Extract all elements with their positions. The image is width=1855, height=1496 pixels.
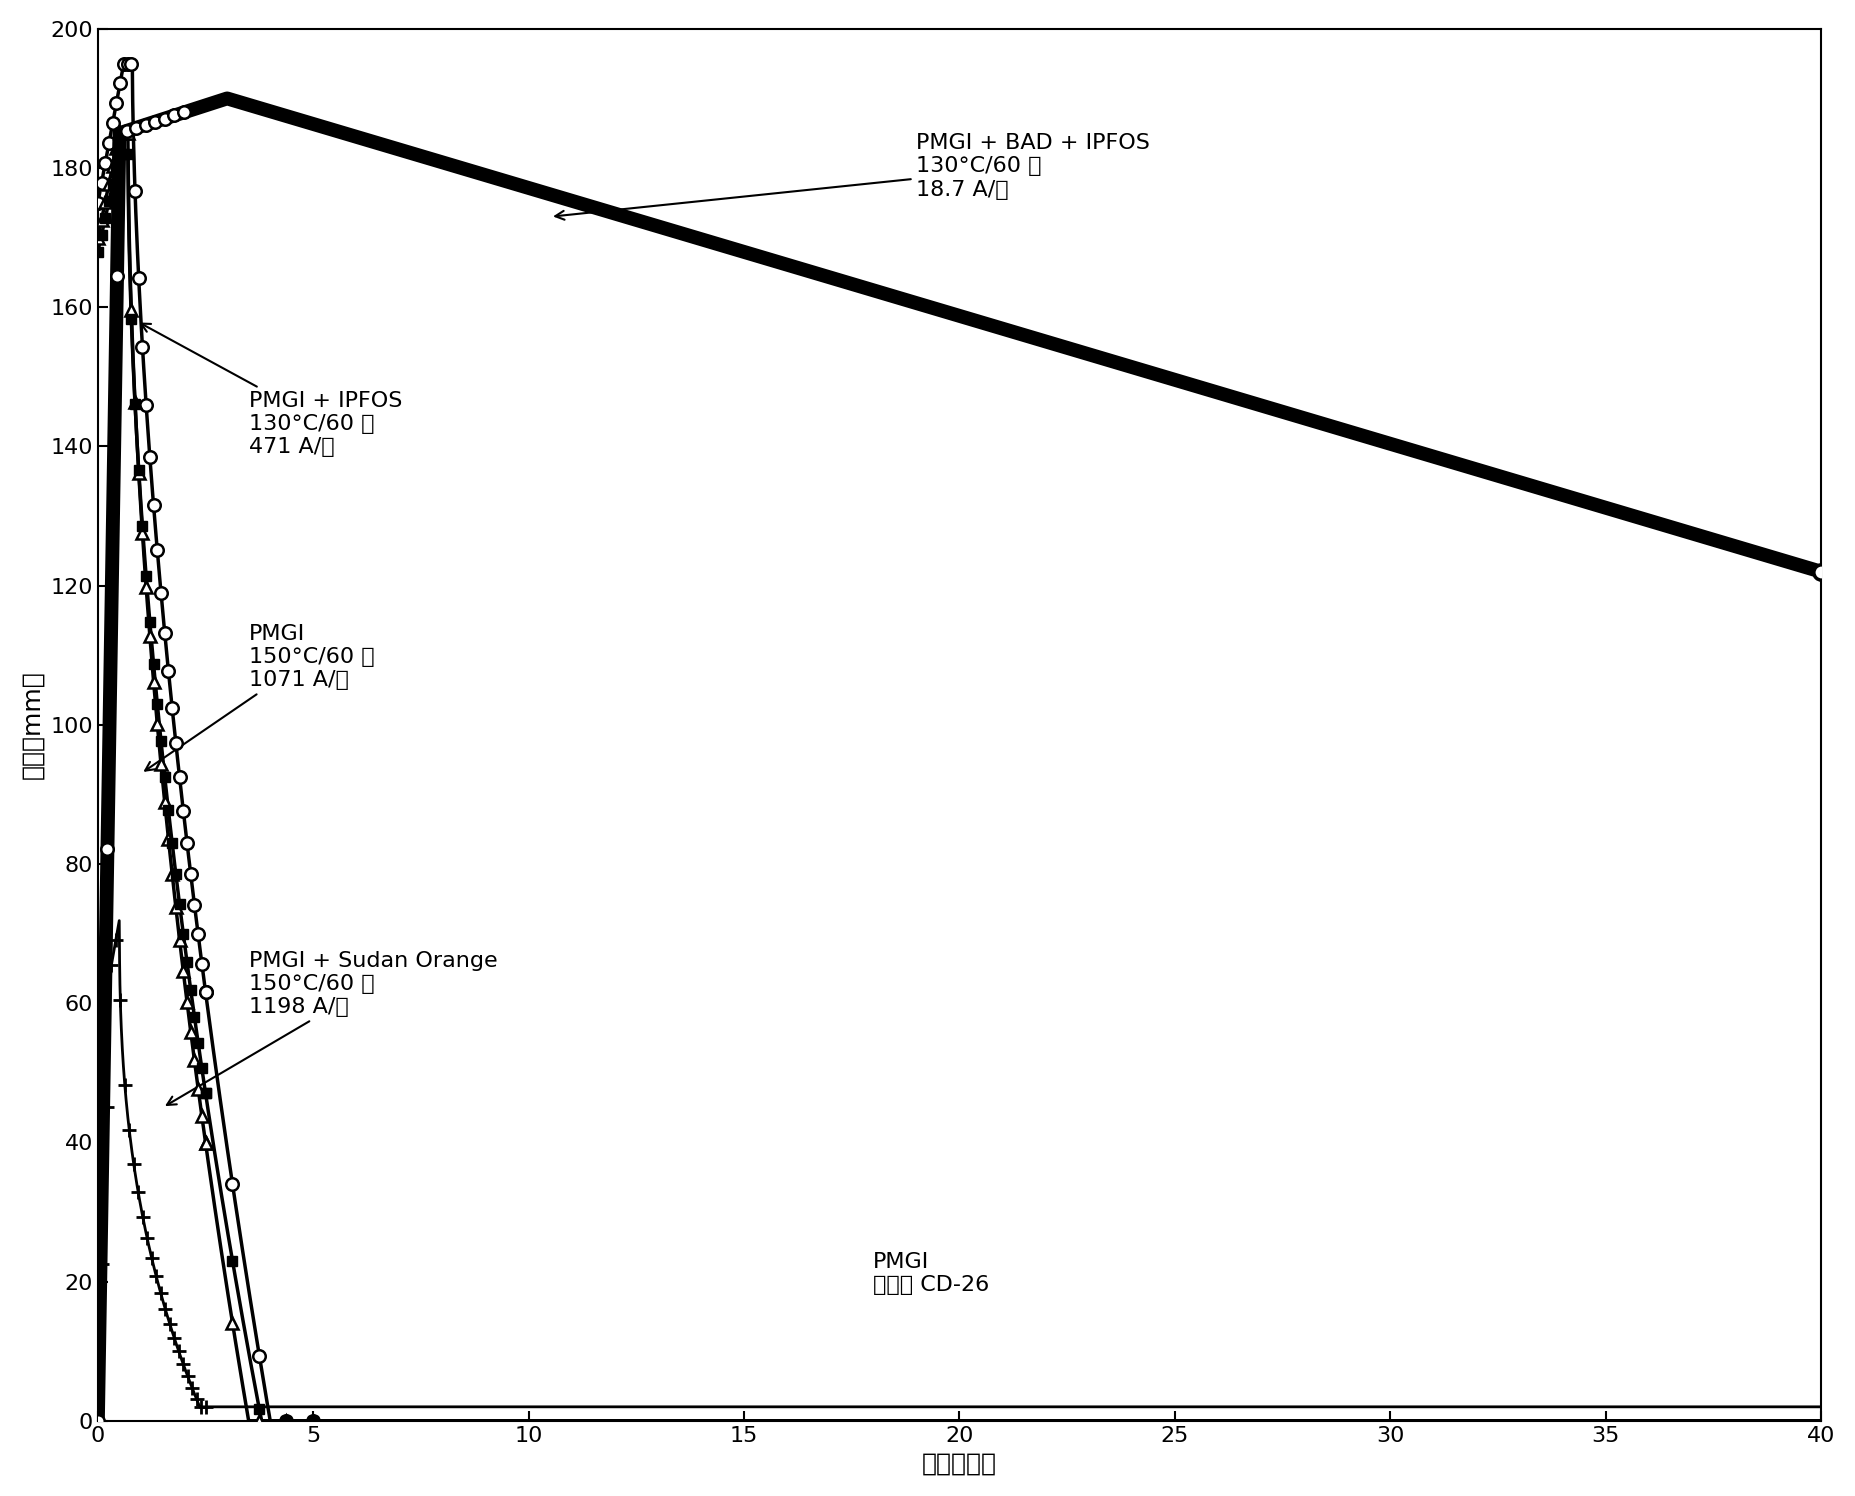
Text: PMGI
150°C/60 秒
1071 A/秒: PMGI 150°C/60 秒 1071 A/秒 (145, 624, 375, 770)
Text: PMGI + IPFOS
130°C/60 秒
471 A/秒: PMGI + IPFOS 130°C/60 秒 471 A/秒 (141, 323, 403, 458)
Text: PMGI
环戊酮 CD-26: PMGI 环戊酮 CD-26 (874, 1252, 989, 1296)
X-axis label: 时间（秒）: 时间（秒） (922, 1451, 996, 1475)
Text: PMGI + Sudan Orange
150°C/60 秒
1198 A/秒: PMGI + Sudan Orange 150°C/60 秒 1198 A/秒 (167, 950, 497, 1106)
Text: PMGI + BAD + IPFOS
130°C/60 秒
18.7 A/秒: PMGI + BAD + IPFOS 130°C/60 秒 18.7 A/秒 (555, 133, 1150, 220)
Y-axis label: 厘度（mm）: 厘度（mm） (20, 670, 45, 779)
